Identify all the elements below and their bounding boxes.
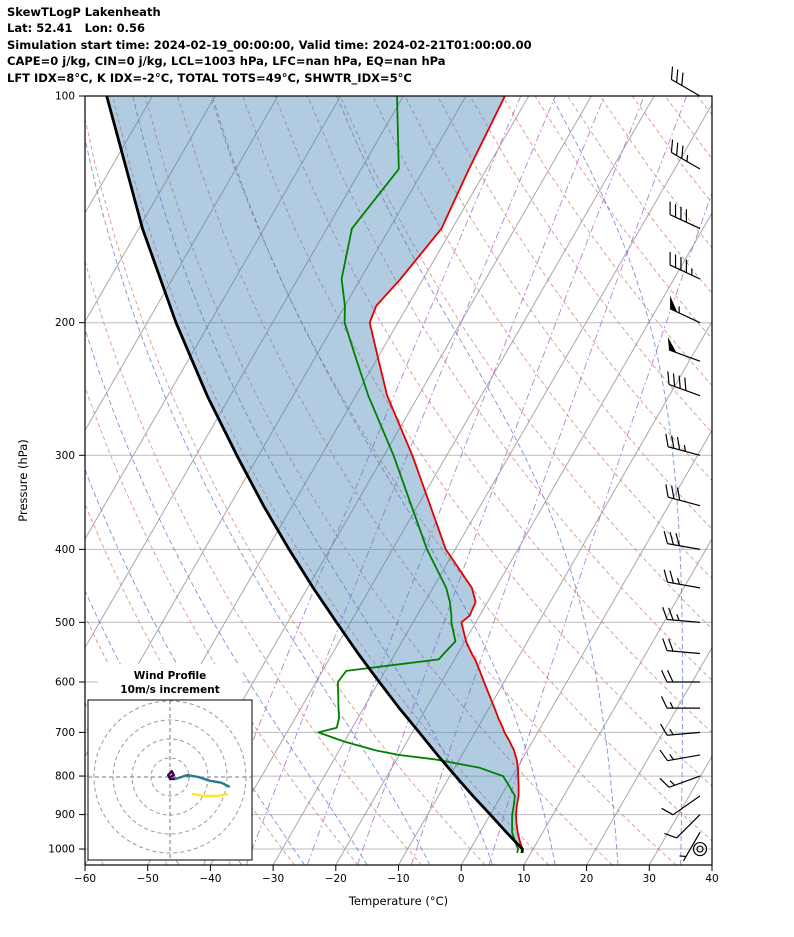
chart-header: SkewTLogP Lakenheath Lat: 52.41 Lon: 0.5… [7, 4, 532, 86]
svg-text:20: 20 [580, 873, 593, 885]
temperature-line [368, 96, 524, 854]
svg-text:−40: −40 [199, 873, 221, 885]
wind-barbs [659, 66, 708, 862]
svg-text:800: 800 [55, 771, 75, 783]
svg-text:200: 200 [55, 317, 75, 329]
svg-text:700: 700 [55, 727, 75, 739]
mixing-ratio-lines [202, 96, 712, 865]
hodograph-title: Wind Profile [134, 670, 206, 682]
svg-text:900: 900 [55, 809, 75, 821]
svg-text:−50: −50 [137, 873, 159, 885]
chart-location: Lat: 52.41 Lon: 0.56 [7, 21, 145, 36]
hodograph-trace-upper-level [191, 792, 229, 798]
parcel-line [105, 96, 524, 854]
dewpoint-line [317, 96, 519, 854]
svg-text:30: 30 [643, 873, 656, 885]
chart-title: SkewTLogP Lakenheath [7, 5, 161, 19]
svg-text:600: 600 [55, 676, 75, 688]
chart-indices-line1: CAPE=0 j/kg, CIN=0 j/kg, LCL=1003 hPa, L… [7, 54, 446, 69]
svg-text:40: 40 [705, 873, 718, 885]
sounding-shading [106, 96, 523, 853]
svg-text:−10: −10 [387, 873, 409, 885]
chart-indices-line2: LFT IDX=8°C, K IDX=-2°C, TOTAL TOTS=49°C… [7, 70, 412, 85]
svg-text:−60: −60 [74, 873, 96, 885]
chart-times: Simulation start time: 2024-02-19_00:00:… [7, 37, 532, 52]
svg-text:500: 500 [55, 617, 75, 629]
svg-text:0: 0 [458, 873, 465, 885]
hodograph-trace-mid-level [174, 773, 231, 788]
svg-text:100: 100 [55, 91, 75, 103]
x-axis-title: Temperature (°C) [348, 894, 448, 908]
y-axis-title: Pressure (hPa) [16, 439, 30, 522]
svg-text:−20: −20 [325, 873, 347, 885]
hodograph-subtitle: 10m/s increment [120, 684, 219, 696]
svg-text:−30: −30 [262, 873, 284, 885]
svg-text:400: 400 [55, 544, 75, 556]
hodograph-trace-low-level [166, 770, 177, 781]
svg-text:10: 10 [517, 873, 530, 885]
svg-text:1000: 1000 [48, 844, 75, 856]
hodograph-inset: Wind Profile 10m/s increment [87, 664, 253, 861]
svg-text:300: 300 [55, 450, 75, 462]
x-axis-ticks: −60 −50 −40 −30 −20 −10 0 10 20 30 40 [74, 865, 719, 885]
y-axis-ticks: 100 200 300 400 500 600 700 800 900 1000 [48, 91, 85, 856]
dry-adiabats [85, 96, 712, 865]
